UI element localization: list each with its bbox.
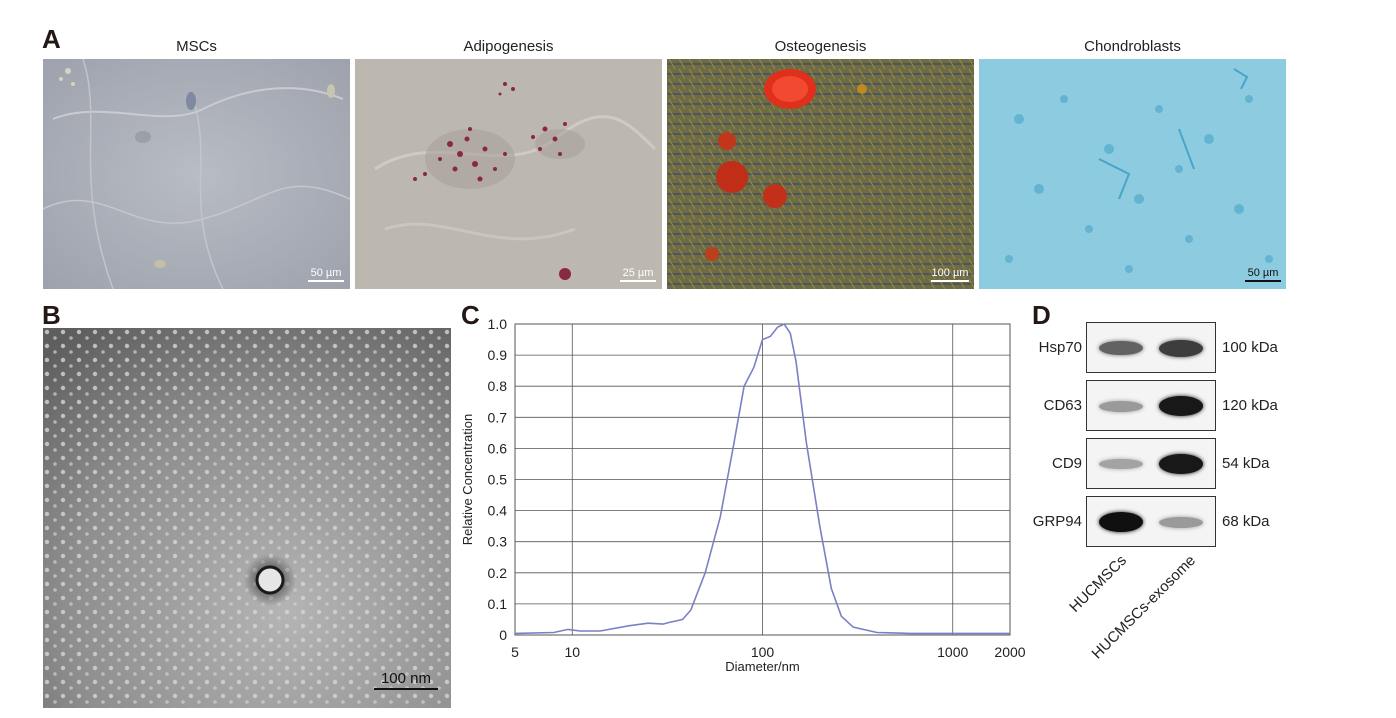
chondroblasts-scale-label: 50 µm <box>1247 267 1279 279</box>
osteogenesis-scale-label: 100 µm <box>931 267 969 279</box>
protein-band <box>1159 516 1203 528</box>
protein-band <box>1099 340 1143 356</box>
panel-d-letter: D <box>1032 300 1051 330</box>
y-tick-label: 1.0 <box>488 316 508 332</box>
x-tick-label: 2000 <box>994 644 1025 660</box>
size-distribution-chart: 0 0.1 0.2 0.3 0.4 0.5 0.6 0.7 0.8 0.9 1.0 5 10 100 100… <box>460 316 1026 674</box>
tem-scale-bar: 100 nm <box>374 670 438 690</box>
distribution-line <box>514 322 1010 635</box>
lane-label: HUCMSCs-exosome <box>1088 552 1200 663</box>
adipogenesis-scale-label: 25 µm <box>622 267 654 279</box>
osteogenesis-title: Osteogenesis <box>774 38 867 55</box>
blot-strip <box>1086 496 1216 547</box>
x-tick-label: 5 <box>511 644 519 660</box>
chondroblasts-micrograph <box>979 59 1286 289</box>
tem-scale-label: 100 nm <box>380 670 432 687</box>
protein-band <box>1159 454 1203 474</box>
osteogenesis-micrograph <box>667 59 974 289</box>
x-tick-label: 100 <box>751 644 775 660</box>
kda-label: 54 kDa <box>1222 455 1270 472</box>
protein-band <box>1099 512 1143 532</box>
x-axis-label: Diameter/nm <box>725 659 799 674</box>
protein-band <box>1099 400 1143 412</box>
adipogenesis-micrograph <box>355 59 662 289</box>
y-tick-label: 0.9 <box>488 347 508 363</box>
y-tick-label: 0 <box>499 627 507 643</box>
chondroblasts-scale-bar: 50 µm <box>1245 267 1281 282</box>
y-tick-label: 0.4 <box>488 503 508 519</box>
protein-band <box>1159 339 1203 357</box>
y-axis-label: Relative Concentration <box>460 414 475 546</box>
y-tick-label: 0.5 <box>488 472 508 488</box>
plot-frame <box>514 323 1011 636</box>
protein-label: GRP94 <box>1032 513 1082 530</box>
protein-label: CD63 <box>1043 397 1082 414</box>
y-tick-label: 0.7 <box>488 409 508 425</box>
mscs-scale-bar: 50 µm <box>308 267 344 282</box>
x-tick-label: 1000 <box>937 644 968 660</box>
y-tick-label: 0.6 <box>488 440 508 456</box>
panel-c-letter: C <box>461 300 480 330</box>
protein-label: CD9 <box>1051 455 1082 472</box>
adipogenesis-title: Adipogenesis <box>463 38 554 55</box>
kda-label: 120 kDa <box>1222 397 1278 414</box>
mscs-title: MSCs <box>176 38 217 55</box>
panel-b-letter: B <box>42 300 61 330</box>
blot-strip <box>1086 322 1216 373</box>
chondroblasts-title: Chondroblasts <box>1084 38 1181 55</box>
protein-band <box>1099 458 1143 470</box>
protein-band <box>1159 396 1203 416</box>
osteogenesis-scale-bar: 100 µm <box>931 267 969 282</box>
protein-label: Hsp70 <box>1038 339 1082 356</box>
y-tick-label: 0.8 <box>488 378 508 394</box>
mscs-micrograph <box>43 59 350 289</box>
mscs-scale-label: 50 µm <box>310 267 342 279</box>
y-tick-label: 0.3 <box>488 534 508 550</box>
kda-label: 100 kDa <box>1222 339 1278 356</box>
blot-strip <box>1086 438 1216 489</box>
y-tick-label: 0.2 <box>488 565 508 581</box>
y-tick-label: 0.1 <box>488 596 508 612</box>
tem-micrograph <box>43 328 451 708</box>
x-tick-label: 10 <box>564 644 580 660</box>
kda-label: 68 kDa <box>1222 513 1270 530</box>
adipogenesis-scale-bar: 25 µm <box>620 267 656 282</box>
panel-a-letter: A <box>42 24 61 54</box>
blot-strip <box>1086 380 1216 431</box>
